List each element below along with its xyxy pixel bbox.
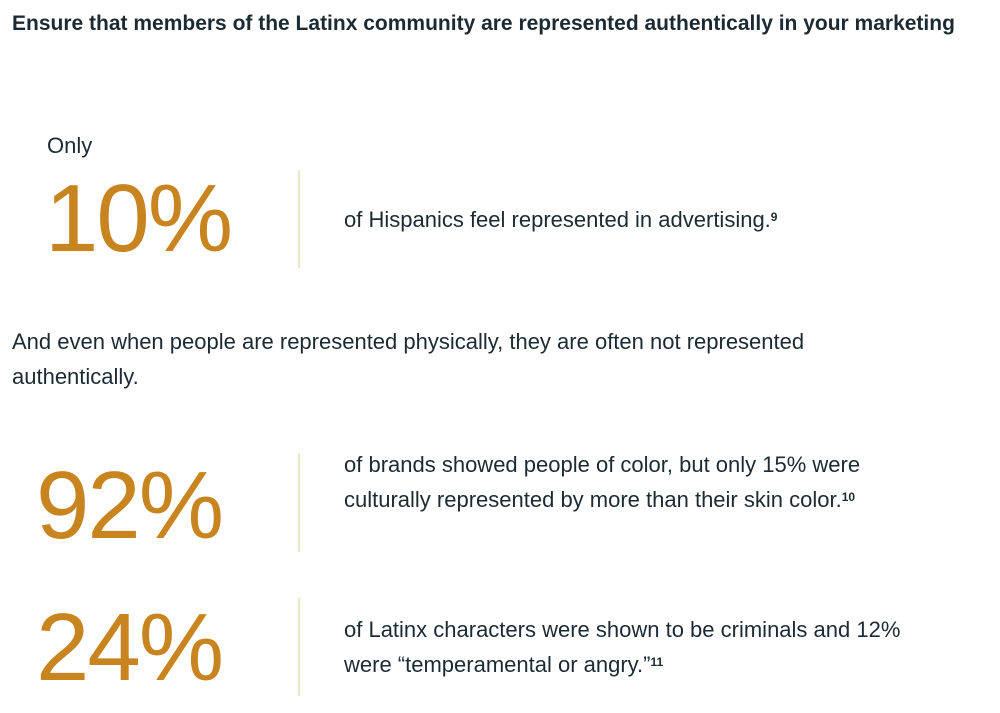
section-heading: Ensure that members of the Latinx commun… [12,12,955,35]
stat-divider [298,598,300,696]
stat-value-latinx-characters: 24% [36,594,224,701]
body-paragraph: And even when people are represented phy… [12,329,805,389]
stat-text: of Latinx characters were shown to be cr… [344,617,901,677]
stat-text: of Hispanics feel represented in adverti… [344,207,771,232]
stat-value-hispanics: 10% [45,165,233,272]
stat-text: of brands showed people of color, but on… [344,452,861,512]
footnote-marker: 9 [770,210,778,224]
stat-value-brands: 92% [36,452,224,559]
stat-description-latinx-characters: of Latinx characters were shown to be cr… [344,612,904,682]
stat-description-brands: of brands showed people of color, but on… [344,447,894,517]
stat-divider [298,170,300,268]
footnote-marker: 10 [841,490,856,504]
only-label: Only [47,133,93,158]
stat-divider [298,453,300,552]
footnote-marker: 11 [650,655,664,669]
stat-description-hispanics: of Hispanics feel represented in adverti… [344,202,904,237]
